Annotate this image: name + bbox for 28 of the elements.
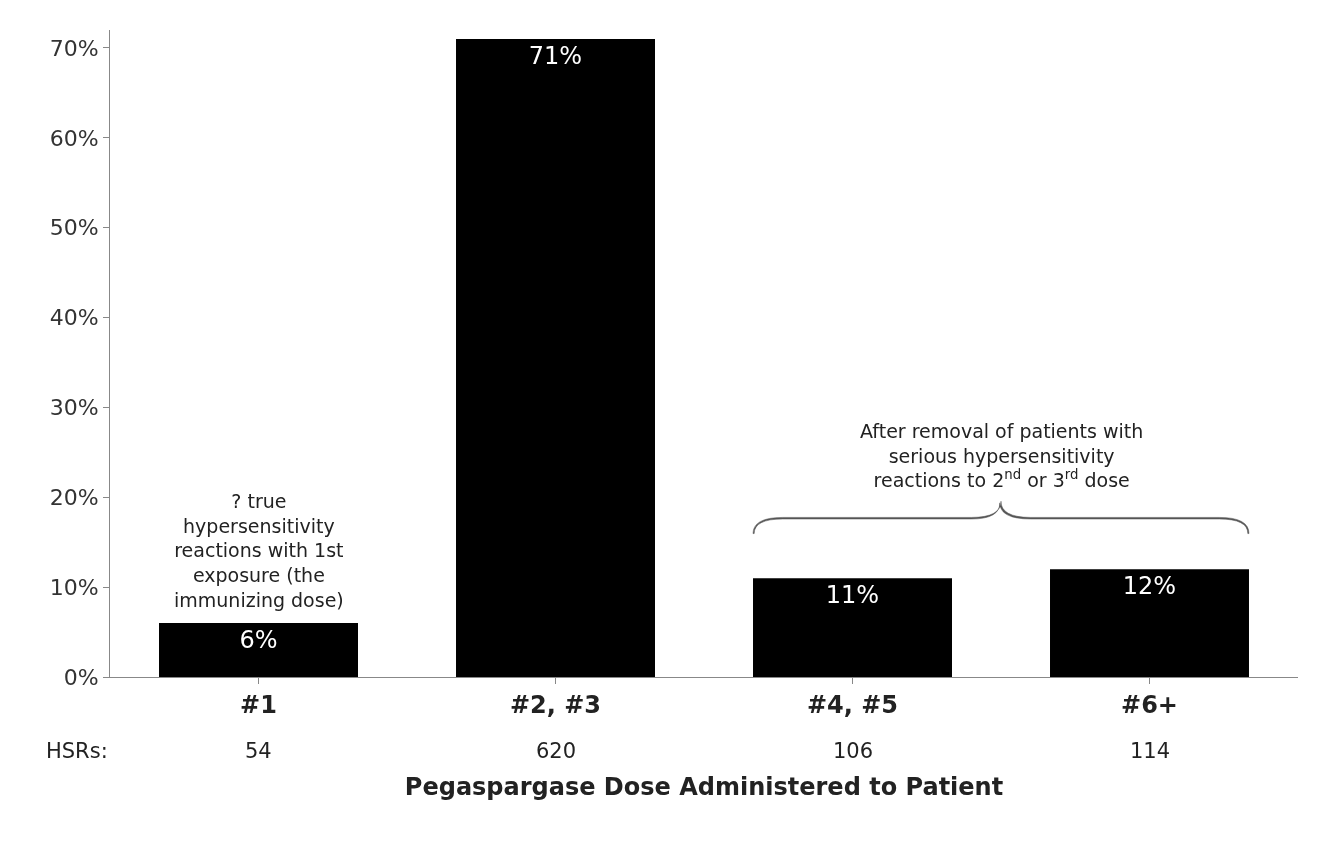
text: 620 (536, 739, 577, 763)
bar (456, 38, 655, 677)
text: HSRs: (46, 739, 108, 763)
bar (159, 623, 358, 677)
y-tick-label: 70% (49, 35, 99, 61)
annotation: After removal of patients with serious hypersensitivity reactions to 2$^{nd}$ or 3$^{rd}$ dose (860, 420, 1144, 492)
y-tick-label: 50% (49, 215, 99, 241)
text: 54 (245, 739, 272, 763)
bar (1050, 569, 1249, 677)
x-tick-label: #6+ (1121, 690, 1178, 719)
y-tick-label: 40% (49, 305, 99, 331)
data-label: 11% (825, 581, 880, 610)
x-tick-label: #2, #3 (509, 690, 602, 719)
y-tick-label: 60% (49, 125, 99, 151)
data-label: 71% (528, 41, 583, 70)
text: 114 (1130, 739, 1171, 763)
x-axis-title: Pegaspargase Dose Administered to Patient (404, 773, 1004, 802)
y-tick-label: 20% (49, 484, 99, 510)
y-tick-label: 0% (63, 664, 99, 690)
text: 106 (833, 739, 874, 763)
data-label: 12% (1122, 572, 1177, 601)
x-tick-label: #1 (240, 690, 277, 719)
x-tick-label: #4, #5 (806, 690, 899, 719)
y-tick-label: 10% (49, 574, 99, 600)
y-tick-label: 30% (49, 395, 99, 421)
bar (753, 578, 952, 677)
annotation: ? true hypersensitivity reactions with 1st exposure (the immunizing dose) (174, 490, 344, 611)
data-label: 6% (239, 626, 278, 655)
